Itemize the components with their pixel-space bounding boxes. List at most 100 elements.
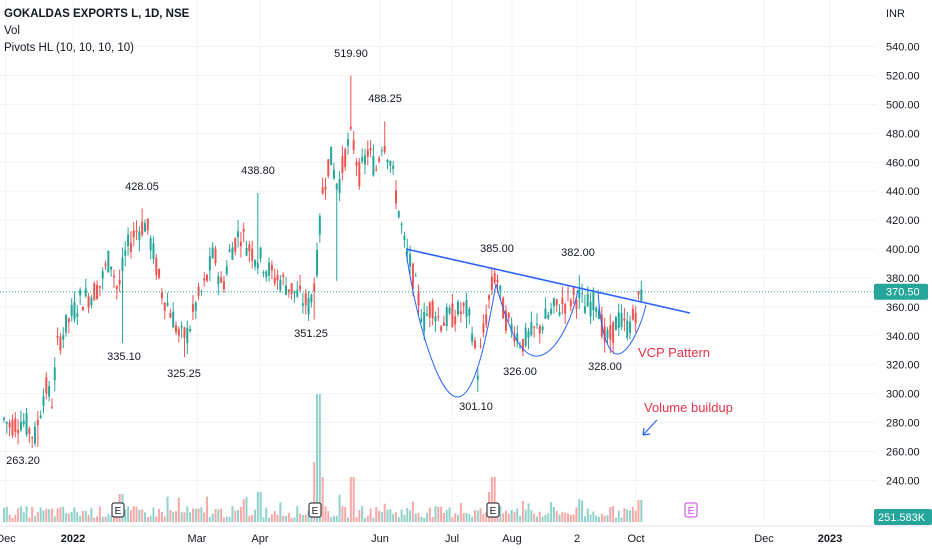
candle-body xyxy=(581,293,584,295)
price-tick-label: 340.00 xyxy=(886,331,920,343)
earnings-marker-label: E xyxy=(312,506,319,517)
candle-body xyxy=(290,283,293,294)
volume-bar xyxy=(454,513,457,522)
candle-body xyxy=(245,247,248,256)
symbol-title[interactable]: GOKALDAS EXPORTS L, 1D, NSE xyxy=(4,8,190,20)
last-volume-badge xyxy=(874,509,932,525)
volume-bar xyxy=(581,500,584,522)
volume-bar xyxy=(231,506,234,522)
candle-body xyxy=(62,335,65,340)
candle-body xyxy=(160,292,163,299)
candle-body xyxy=(530,322,533,336)
volume-bar xyxy=(8,514,11,522)
volume-bar xyxy=(499,506,502,522)
volume-indicator-label[interactable]: Vol xyxy=(4,25,20,37)
volume-bar xyxy=(567,513,569,522)
volume-bar xyxy=(442,512,445,522)
candle-body xyxy=(285,285,287,295)
volume-bar xyxy=(301,515,304,522)
volume-bar xyxy=(65,513,68,522)
volume-bar xyxy=(169,510,172,522)
volume-bar xyxy=(11,517,14,522)
candle-body xyxy=(459,311,462,314)
candle-body xyxy=(270,264,273,271)
price-tick-label: 520.00 xyxy=(886,71,920,83)
volume-bar xyxy=(609,506,612,522)
candle-body xyxy=(239,241,242,247)
candle-body xyxy=(485,314,488,325)
candle-body xyxy=(535,323,538,325)
candle-body xyxy=(378,158,381,162)
candle-body xyxy=(521,339,524,352)
volume-bar xyxy=(87,514,90,522)
volume-bar xyxy=(614,517,617,522)
candle-body xyxy=(324,186,327,190)
chart-legend: GOKALDAS EXPORTS L, 1D, NSE Vol Pivots H… xyxy=(4,6,189,57)
candle-body xyxy=(129,242,132,252)
volume-bar xyxy=(239,506,242,522)
volume-bar xyxy=(259,492,262,522)
price-axis[interactable]: INR 240.00 260.00 280.00 300.00 320.00 340.00 3… xyxy=(874,0,932,530)
vcp-pattern-annotation: VCP Pattern xyxy=(638,345,710,360)
volume-bar xyxy=(445,510,448,522)
volume-bar xyxy=(146,517,149,522)
volume-bar xyxy=(276,514,279,522)
candle-body xyxy=(614,317,617,331)
candle-body xyxy=(127,234,130,247)
currency-label: INR xyxy=(886,8,905,20)
candle-body xyxy=(431,300,434,319)
candle-body xyxy=(251,248,254,261)
volume-bar xyxy=(110,515,113,522)
volume-bar xyxy=(397,517,400,522)
volume-bar xyxy=(544,514,547,522)
volume-bar xyxy=(527,503,530,522)
volume-bar xyxy=(160,512,163,522)
volume-buildup-arrow xyxy=(642,419,658,436)
pivot-label: 438.80 xyxy=(241,165,275,177)
candle-body xyxy=(476,375,479,380)
volume-bar xyxy=(386,509,389,522)
candle-body xyxy=(386,160,389,163)
candle-body xyxy=(366,149,369,157)
volume-bar xyxy=(172,512,175,522)
candle-body xyxy=(11,420,14,436)
candle-body xyxy=(567,291,569,293)
volume-bar xyxy=(583,516,586,522)
candle-body xyxy=(36,419,39,426)
volume-bar xyxy=(265,507,268,522)
candle-body xyxy=(417,292,420,306)
volume-bar xyxy=(473,510,476,522)
candle-body xyxy=(527,331,530,338)
candle-body xyxy=(248,244,251,252)
time-tick-label: Dec xyxy=(754,533,774,545)
volume-bar xyxy=(316,394,319,522)
candle-body xyxy=(550,308,553,314)
volume-bar xyxy=(56,508,59,522)
candle-body xyxy=(490,276,493,291)
volume-bar xyxy=(84,510,87,522)
candle-body xyxy=(462,302,465,306)
price-tick-label: 480.00 xyxy=(886,128,920,140)
candle-body xyxy=(304,293,307,306)
pivots-indicator-label[interactable]: Pivots HL (10, 10, 10, 10) xyxy=(4,42,134,54)
volume-bar xyxy=(127,506,130,522)
candle-body xyxy=(50,406,53,408)
candle-body xyxy=(479,346,482,348)
candle-body xyxy=(612,321,615,343)
volume-bar xyxy=(482,513,485,522)
candle-body xyxy=(400,224,403,226)
candle-body xyxy=(640,289,643,301)
volume-bar xyxy=(349,477,352,522)
time-axis[interactable]: Dec 2022 Mar Apr Jun Jul Aug 2 Oct Dec 2023 xyxy=(0,525,932,550)
candle-body xyxy=(104,263,107,266)
candle-body xyxy=(617,312,620,328)
earnings-marker xyxy=(308,502,322,518)
candle-body xyxy=(321,187,324,194)
candle-body xyxy=(341,155,344,173)
last-price-value: 370.50 xyxy=(886,287,920,299)
volume-bar xyxy=(81,510,84,522)
candle-body xyxy=(409,254,412,267)
volume-bar xyxy=(434,506,437,522)
candle-body xyxy=(496,280,499,283)
